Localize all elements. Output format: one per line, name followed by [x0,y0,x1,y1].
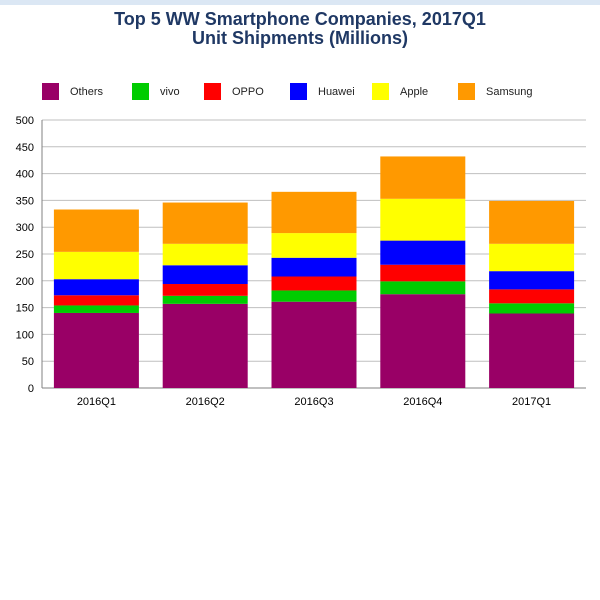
x-tick-label-2017Q1: 2017Q1 [512,396,551,408]
y-tick-label-200: 200 [16,276,34,288]
x-tick-label-2016Q1: 2016Q1 [77,396,116,408]
chart-title: Top 5 WW Smartphone Companies, 2017Q1 [114,9,486,29]
chart-title-block: Top 5 WW Smartphone Companies, 2017Q1 Un… [0,10,600,48]
bar-2017Q1-oppo [489,289,575,304]
legend-label-others: Others [70,86,104,98]
bar-2016Q2-apple [162,243,248,266]
bar-2016Q4-oppo [380,264,466,282]
bar-2016Q1-vivo [53,305,139,313]
legend-label-oppo: OPPO [232,86,264,98]
bar-2016Q1-huawei [53,279,139,296]
chart-subtitle: Unit Shipments (Millions) [192,28,408,48]
bar-2016Q4-vivo [380,281,466,295]
bar-2016Q3-oppo [271,276,357,291]
bar-2016Q3-apple [271,233,357,258]
bar-2016Q2-huawei [162,265,248,285]
bar-2016Q1-oppo [53,295,139,306]
bar-2017Q1-huawei [489,271,575,290]
x-tick-label-2016Q4: 2016Q4 [403,396,442,408]
bar-2016Q4-apple [380,198,466,241]
bar-2016Q2-vivo [162,295,248,304]
y-tick-label-50: 50 [22,356,34,368]
legend-label-samsung: Samsung [486,86,533,98]
y-tick-label-300: 300 [16,222,34,234]
y-tick-label-0: 0 [28,383,34,395]
legend-swatch-apple [372,83,389,100]
x-tick-label-2016Q2: 2016Q2 [186,396,225,408]
bar-2016Q1-samsung [53,209,139,252]
y-tick-label-400: 400 [16,169,34,181]
y-tick-label-450: 450 [16,142,34,154]
bar-2017Q1-samsung [489,200,575,244]
bar-2016Q4-others [380,294,466,388]
bar-2016Q1-apple [53,251,139,280]
legend-swatch-oppo [204,83,221,100]
bar-2016Q2-others [162,303,248,388]
top-rule [0,0,600,5]
y-tick-label-250: 250 [16,249,34,261]
legend-swatch-samsung [458,83,475,100]
bar-2016Q2-oppo [162,284,248,296]
bar-2016Q3-vivo [271,290,357,302]
legend-swatch-others [42,83,59,100]
bar-2016Q1-others [53,312,139,388]
bar-2016Q2-samsung [162,202,248,244]
bar-2017Q1-apple [489,243,575,272]
y-tick-label-100: 100 [16,329,34,341]
legend-swatch-huawei [290,83,307,100]
bar-2016Q3-samsung [271,191,357,234]
x-tick-label-2016Q3: 2016Q3 [294,396,333,408]
y-tick-label-350: 350 [16,195,34,207]
legend-swatch-vivo [132,83,149,100]
legend-label-vivo: vivo [160,86,180,98]
chart-legend: Others vivo OPPO Huawei Apple Samsung [42,82,582,102]
bar-2016Q4-huawei [380,240,466,265]
y-tick-label-150: 150 [16,303,34,315]
y-tick-label-500: 500 [16,115,34,127]
legend-label-apple: Apple [400,86,429,98]
bar-2017Q1-vivo [489,303,575,314]
bar-2017Q1-others [489,313,575,388]
bar-2016Q3-others [271,301,357,388]
legend-label-huawei: Huawei [318,86,355,98]
bar-2016Q3-huawei [271,257,357,277]
bar-2016Q4-samsung [380,156,466,199]
